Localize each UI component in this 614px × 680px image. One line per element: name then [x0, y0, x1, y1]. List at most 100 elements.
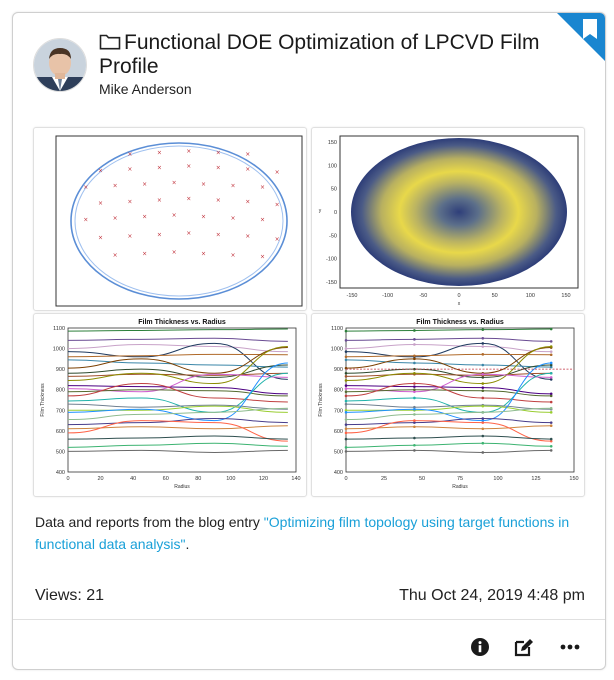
series-point — [344, 399, 348, 403]
series-line — [345, 347, 552, 374]
series-point — [344, 408, 348, 412]
site-marker: × — [216, 197, 221, 204]
y-tick-label: 600 — [334, 429, 343, 435]
heatmap-xtick: 150 — [561, 293, 570, 299]
heatmap-wafer — [351, 138, 567, 286]
views-count: Views: 21 — [35, 587, 105, 604]
series-point — [481, 376, 485, 379]
series-point — [549, 449, 553, 452]
series-line — [346, 405, 552, 413]
series-point — [413, 407, 416, 411]
info-circle-icon[interactable] — [469, 636, 491, 658]
description-suffix: . — [185, 536, 190, 552]
series-point — [481, 396, 485, 400]
x-tick-label: 100 — [226, 476, 235, 482]
series-point — [344, 390, 348, 394]
series-line — [68, 405, 288, 413]
site-marker: × — [230, 215, 235, 222]
site-marker: × — [260, 184, 265, 191]
site-marker: × — [186, 148, 191, 155]
series-point — [481, 434, 485, 438]
series-line — [345, 364, 552, 378]
series-line — [345, 403, 552, 410]
series-point — [549, 350, 553, 353]
heatmap-xtick: -50 — [419, 293, 427, 299]
x-axis-label: Radius — [452, 484, 468, 490]
series-line — [345, 442, 552, 448]
site-marker: × — [142, 181, 147, 188]
series-point — [481, 353, 485, 356]
series-line — [345, 420, 552, 442]
x-axis-label: Radius — [174, 484, 190, 490]
series-point — [549, 424, 553, 428]
wafer-inner-outline — [74, 145, 284, 297]
x-tick-label: 40 — [130, 476, 136, 482]
site-marker: × — [201, 214, 206, 221]
series-point — [344, 427, 348, 431]
avatar[interactable] — [33, 38, 87, 92]
site-marker: × — [216, 150, 221, 157]
series-point — [481, 382, 485, 385]
series-line — [345, 362, 552, 422]
heatmap-ytick: 100 — [328, 163, 337, 169]
y-axis-label: Film Thickness — [318, 383, 324, 417]
heatmap-panel[interactable]: -150 -100 -50 0 50 100 150 150 100 50 0 -50 -100 -150… — [311, 127, 585, 311]
series-line — [345, 425, 552, 430]
series-point — [549, 327, 553, 331]
heatmap-ytick: -150 — [326, 280, 337, 286]
description-text: Data and reports from the blog entry — [35, 514, 264, 530]
series-point — [413, 338, 416, 341]
more-ellipsis-icon[interactable] — [559, 636, 581, 658]
series-point — [344, 358, 348, 362]
series-point — [344, 371, 348, 375]
series-point — [413, 329, 416, 332]
y-tick-label: 1100 — [331, 326, 343, 332]
x-tick-label: 120 — [259, 476, 268, 482]
series-point — [344, 384, 348, 387]
series-point — [549, 444, 553, 448]
series-line — [67, 418, 288, 426]
site-marker: × — [142, 251, 147, 258]
series-line — [345, 385, 552, 395]
x-tick-label: 125 — [531, 476, 540, 482]
series-point — [413, 354, 416, 358]
author-name[interactable]: Mike Anderson — [99, 81, 192, 97]
series-point — [549, 400, 553, 404]
line-chart-markers-panel[interactable]: Film Thickness vs. Radius 1100 1000 900 800 7… — [311, 313, 585, 497]
x-tick-label: 25 — [381, 476, 387, 482]
x-tick-label: 100 — [493, 476, 502, 482]
heatmap-ytick: -50 — [329, 233, 337, 239]
site-marker: × — [157, 165, 162, 172]
card-title[interactable]: Functional DOE Optimization of LPCVD Fil… — [99, 31, 549, 79]
series-point — [413, 413, 416, 416]
series-line — [67, 449, 288, 453]
y-tick-label: 700 — [334, 408, 343, 414]
series-point — [344, 437, 348, 441]
series-point — [481, 419, 485, 422]
series-point — [413, 443, 416, 447]
series-line — [67, 372, 288, 377]
series-point — [549, 421, 553, 424]
y-tick-label: 400 — [334, 470, 343, 476]
site-marker: × — [127, 166, 132, 173]
y-tick-label: 900 — [56, 367, 65, 373]
wafer-outline — [70, 142, 288, 300]
series-point — [344, 423, 348, 426]
edit-pencil-icon[interactable] — [513, 636, 535, 658]
series-line — [67, 346, 288, 385]
blog-entry-link[interactable]: "Optimizing film topology using target f… — [35, 514, 570, 552]
wafer-map-panel[interactable]: × × × × × × × × × × × × × × × × × × × × × × × × × × × × × × × × × × × × × × × ×… — [33, 127, 307, 311]
series-point — [481, 404, 485, 408]
series-point — [413, 436, 416, 440]
y-tick-label: 1000 — [331, 347, 343, 353]
bookmark-ribbon-icon[interactable] — [557, 13, 605, 61]
y-axis-label: Film Thickness — [40, 383, 46, 417]
series-point — [481, 342, 485, 345]
series-point — [549, 363, 553, 367]
y-tick-label: 500 — [56, 449, 65, 455]
series-point — [344, 329, 348, 333]
line-chart-panel[interactable]: Film Thickness vs. Radius 1100 1000 900 800 7… — [33, 313, 307, 497]
series-point — [344, 411, 348, 414]
series-line — [67, 442, 288, 448]
series-point — [344, 431, 348, 435]
